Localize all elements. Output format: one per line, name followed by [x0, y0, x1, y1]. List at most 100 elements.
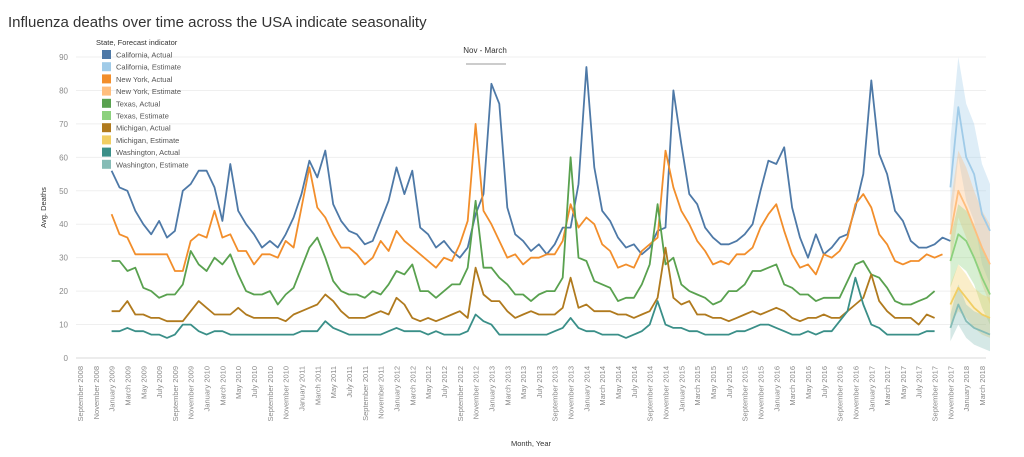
- legend-swatch: [102, 159, 111, 169]
- x-tick-label: September 2017: [931, 366, 940, 421]
- x-tick-label: September 2016: [836, 366, 845, 421]
- x-tick-label: September 2014: [646, 366, 655, 421]
- x-tick-label: March 2016: [788, 366, 797, 406]
- estimate-band: [950, 284, 990, 352]
- series-line: [111, 156, 936, 306]
- legend-label: New York, Estimate: [116, 87, 181, 96]
- series-line: [110, 66, 951, 259]
- y-tick-label: 0: [64, 354, 69, 363]
- x-axis-label: Month, Year: [511, 439, 552, 448]
- x-tick-label: March 2010: [218, 366, 227, 406]
- x-tick-label: March 2012: [408, 366, 417, 406]
- estimate-band: [950, 204, 990, 325]
- legend-label: California, Actual: [116, 51, 173, 60]
- y-tick-label: 50: [59, 187, 68, 196]
- x-tick-label: January 2009: [108, 366, 117, 411]
- x-tick-label: January 2012: [392, 366, 401, 411]
- series-line: [111, 246, 935, 326]
- legend-swatch: [102, 50, 111, 59]
- x-tick-label: March 2013: [503, 366, 512, 406]
- x-tick-label: January 2016: [772, 366, 781, 411]
- series-line: [110, 123, 943, 276]
- x-tick-label: September 2009: [171, 366, 180, 421]
- y-tick-label: 60: [59, 153, 68, 162]
- estimate-band: [950, 264, 990, 338]
- legend-title: State, Forecast indicator: [96, 38, 178, 47]
- y-tick-label: 10: [59, 321, 68, 330]
- legend-label: Washington, Actual: [116, 148, 180, 157]
- x-tick-label: September 2011: [361, 366, 370, 421]
- legend-swatch: [102, 74, 111, 84]
- x-tick-label: July 2014: [630, 366, 639, 398]
- x-tick-label: March 2009: [123, 366, 132, 406]
- legend-label: Washington, Estimate: [116, 160, 189, 169]
- x-tick-label: January 2013: [487, 366, 496, 411]
- x-tick-label: July 2011: [345, 366, 354, 398]
- x-tick-label: November 2009: [187, 366, 196, 419]
- x-tick-label: May 2009: [139, 366, 148, 399]
- legend-swatch: [102, 86, 111, 96]
- x-tick-label: January 2010: [203, 366, 212, 411]
- legend-swatch: [102, 123, 111, 133]
- x-tick-label: November 2017: [946, 366, 955, 419]
- x-tick-label: September 2008: [76, 366, 85, 421]
- x-tick-label: September 2013: [551, 366, 560, 421]
- legend-label: New York, Actual: [116, 75, 173, 84]
- x-tick-label: May 2013: [519, 366, 528, 399]
- y-tick-label: 40: [59, 220, 68, 229]
- legend-swatch: [102, 62, 111, 72]
- x-tick-label: November 2016: [851, 366, 860, 419]
- x-tick-label: March 2017: [883, 366, 892, 406]
- legend-label: Michigan, Estimate: [116, 136, 179, 145]
- x-tick-label: January 2015: [677, 366, 686, 411]
- x-tick-label: May 2014: [614, 366, 623, 399]
- x-tick-label: July 2017: [915, 366, 924, 398]
- x-tick-label: May 2010: [234, 366, 243, 399]
- x-tick-label: November 2008: [92, 366, 101, 419]
- legend-swatch: [102, 111, 111, 120]
- estimate-line: [949, 286, 991, 319]
- estimate-line: [949, 233, 991, 295]
- x-tick-label: July 2016: [820, 366, 829, 398]
- x-tick-label: May 2015: [709, 366, 718, 399]
- x-tick-label: November 2010: [282, 366, 291, 419]
- x-tick-label: May 2012: [424, 366, 433, 399]
- series-line: [111, 276, 935, 339]
- x-tick-label: March 2011: [313, 366, 322, 405]
- x-tick-label: November 2011: [377, 366, 386, 419]
- x-tick-label: September 2012: [456, 366, 465, 421]
- legend-swatch: [102, 98, 111, 108]
- y-tick-label: 90: [59, 53, 68, 62]
- x-tick-label: November 2015: [756, 366, 765, 419]
- x-tick-label: July 2013: [535, 366, 544, 398]
- legend-label: Texas, Estimate: [116, 112, 169, 121]
- estimate-band: [950, 150, 990, 305]
- x-tick-label: July 2009: [155, 366, 164, 398]
- y-tick-label: 30: [59, 254, 68, 263]
- x-tick-label: March 2014: [598, 366, 607, 406]
- x-tick-label: January 2018: [962, 366, 971, 411]
- x-tick-label: November 2012: [472, 366, 481, 419]
- x-tick-label: May 2016: [804, 366, 813, 399]
- x-tick-label: July 2012: [440, 366, 449, 398]
- estimate-line: [949, 106, 991, 232]
- legend-swatch: [102, 147, 111, 157]
- y-tick-label: 70: [59, 120, 68, 129]
- y-axis-label: Avg. Deaths: [39, 187, 48, 228]
- chart-title: Influenza deaths over time across the US…: [8, 14, 427, 31]
- legend-label: California, Estimate: [116, 63, 181, 72]
- legend-label: Michigan, Actual: [116, 124, 171, 133]
- x-tick-label: July 2010: [250, 366, 259, 398]
- x-tick-label: November 2013: [567, 366, 576, 419]
- x-tick-label: March 2015: [693, 366, 702, 406]
- legend-swatch: [102, 135, 111, 145]
- y-tick-label: 20: [59, 287, 68, 296]
- estimate-line: [949, 303, 991, 336]
- x-tick-label: May 2011: [329, 366, 338, 398]
- x-tick-label: January 2011: [298, 366, 307, 411]
- annotation-text: Nov - March: [463, 46, 507, 55]
- x-tick-label: January 2017: [867, 366, 876, 411]
- x-tick-label: January 2014: [582, 366, 591, 411]
- x-tick-label: March 2018: [978, 366, 987, 406]
